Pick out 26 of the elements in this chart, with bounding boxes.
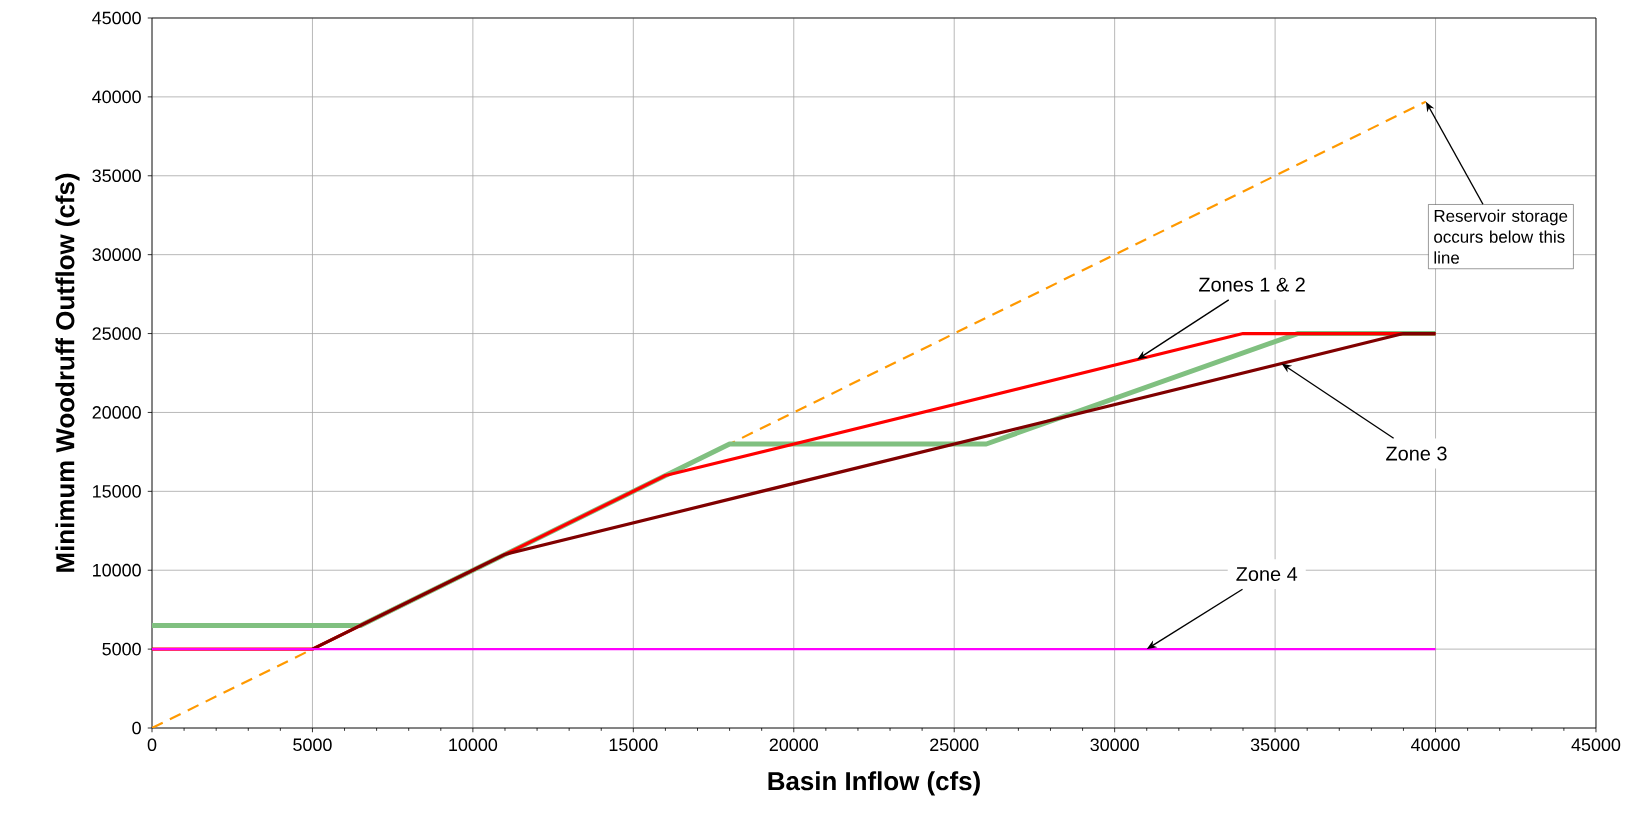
x-tick-label: 10000 [449, 738, 498, 752]
x-axis-title: Basin Inflow (cfs) [768, 771, 980, 796]
annotation: Zones 1 & 2 [1199, 277, 1305, 292]
y-tick-label: 15000 [93, 484, 141, 498]
y-tick-label: 45000 [92, 11, 141, 25]
x-tick-label: 40000 [1411, 738, 1460, 752]
y-tick-label: 0 [132, 721, 141, 735]
annotation: Zone 3 [1386, 446, 1447, 461]
annotation: Zone 4 [1236, 567, 1298, 582]
x-tick-label: 35000 [1250, 738, 1300, 752]
y-tick-label: 25000 [92, 327, 141, 340]
x-tick-label: 25000 [930, 738, 979, 752]
y-axis-title: Minimum Woodruff Outflow (cfs) [55, 173, 80, 572]
annotation: Reservoir storage occurs below this line [1434, 209, 1568, 264]
y-tick-label: 30000 [92, 248, 141, 262]
x-tick-label: 0 [147, 738, 157, 752]
x-tick-label: 20000 [769, 738, 818, 752]
y-tick-label: 35000 [92, 169, 141, 183]
y-tick-label: 20000 [92, 406, 141, 419]
x-tick-label: 30000 [1090, 738, 1139, 752]
y-tick-label: 40000 [92, 90, 141, 104]
x-tick-label: 5000 [293, 738, 332, 752]
x-tick-label: 15000 [609, 738, 658, 752]
y-tick-label: 5000 [102, 642, 141, 656]
x-tick-label: 45000 [1571, 738, 1621, 752]
y-tick-label: 10000 [93, 563, 141, 577]
